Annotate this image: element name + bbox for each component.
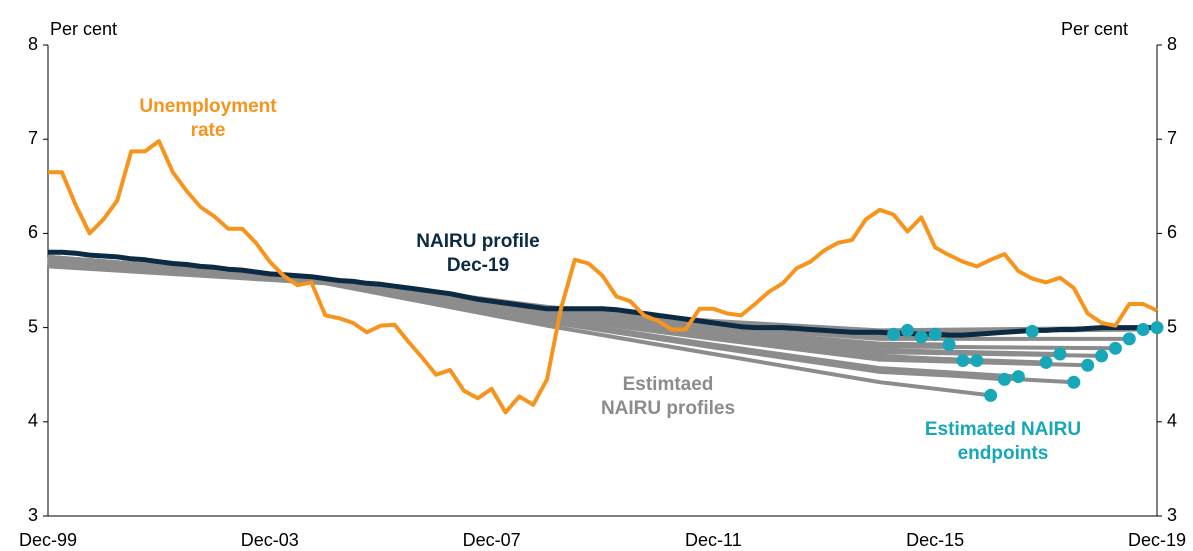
x-tick-label: Dec-99 <box>19 530 77 550</box>
annotation: Dec-19 <box>447 255 509 276</box>
y-tick-label: 4 <box>28 411 38 431</box>
endpoint <box>914 330 928 344</box>
y-tick-label: 3 <box>28 505 38 525</box>
y-tick-label: 8 <box>28 34 38 54</box>
annotation: Estimtaed <box>623 374 714 395</box>
endpoint <box>1011 370 1025 384</box>
endpoint <box>1122 332 1136 346</box>
y2-tick-label: 6 <box>1167 222 1177 242</box>
annotation: Estimated NAIRU <box>925 419 1081 440</box>
annotation: NAIRU profiles <box>601 398 735 419</box>
endpoint <box>970 354 984 368</box>
endpoint <box>900 323 914 337</box>
endpoint <box>956 354 970 368</box>
x-tick-label: Dec-03 <box>241 530 299 550</box>
series-line <box>48 249 1157 338</box>
endpoint <box>1053 347 1067 361</box>
annotation: NAIRU profile <box>416 231 540 252</box>
y-tick-label: 6 <box>28 222 38 242</box>
endpoint <box>887 327 901 341</box>
endpoint <box>1095 349 1109 363</box>
endpoint <box>1136 322 1150 336</box>
endpoint <box>1108 341 1122 355</box>
endpoint <box>984 388 998 402</box>
annotation: endpoints <box>958 443 1049 464</box>
y2-tick-label: 5 <box>1167 316 1177 336</box>
endpoint <box>998 372 1012 386</box>
x-tick-label: Dec-07 <box>463 530 521 550</box>
y2-axis-label: Per cent <box>1061 19 1128 39</box>
endpoint <box>1067 375 1081 389</box>
endpoint <box>1039 355 1053 369</box>
endpoint <box>928 327 942 341</box>
y2-tick-label: 7 <box>1167 128 1177 148</box>
y-tick-label: 7 <box>28 128 38 148</box>
x-tick-label: Dec-19 <box>1128 530 1186 550</box>
endpoint <box>1150 321 1164 335</box>
y2-tick-label: 3 <box>1167 505 1177 525</box>
x-tick-label: Dec-11 <box>685 530 742 550</box>
estimated-profile <box>47 262 1074 385</box>
annotation: rate <box>191 120 226 141</box>
series-line <box>48 139 1158 415</box>
endpoint <box>942 338 956 352</box>
x-tick-label: Dec-15 <box>906 530 964 550</box>
y2-tick-label: 8 <box>1167 34 1177 54</box>
annotation: Unemployment <box>139 96 277 117</box>
y2-tick-label: 4 <box>1167 411 1177 431</box>
y-tick-label: 5 <box>28 316 38 336</box>
endpoint <box>1081 358 1095 372</box>
endpoint <box>1025 324 1039 338</box>
y-axis-label: Per cent <box>50 19 117 39</box>
